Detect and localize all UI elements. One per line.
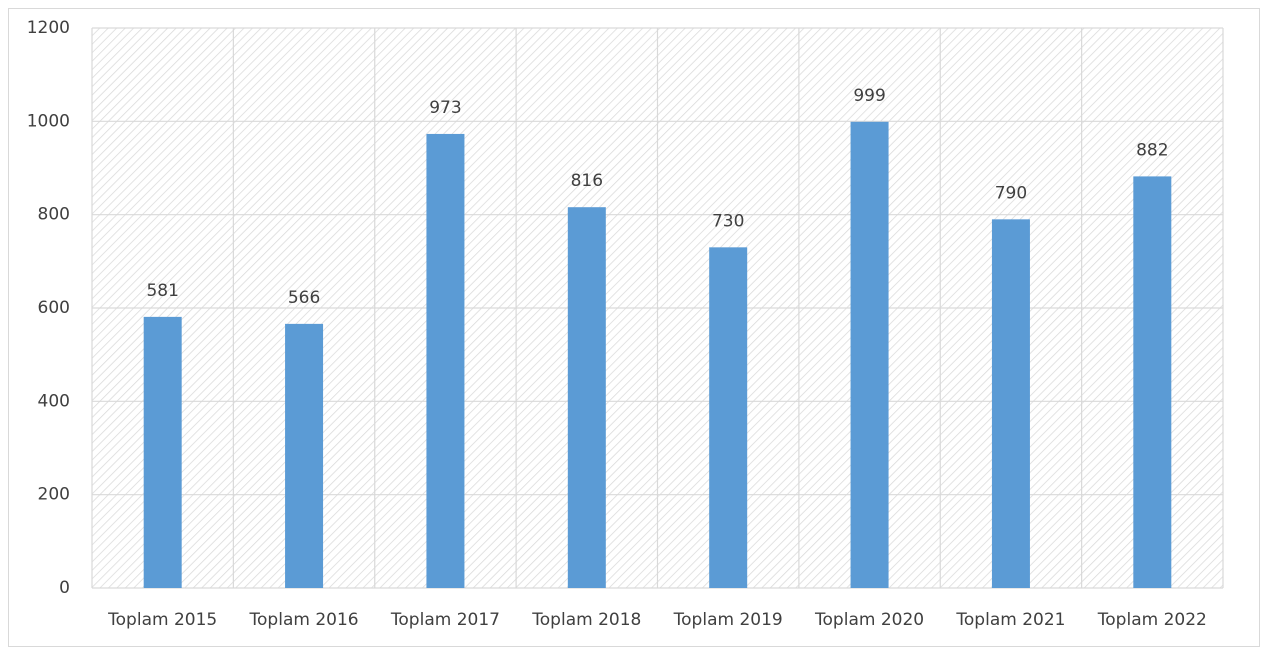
x-tick-label: Toplam 2021 xyxy=(955,610,1065,630)
data-label: 816 xyxy=(571,171,603,191)
bar xyxy=(567,207,606,588)
x-tick-label: Toplam 2018 xyxy=(531,610,641,630)
bar xyxy=(285,323,324,588)
data-label: 973 xyxy=(429,98,461,118)
y-tick-label: 0 xyxy=(59,578,70,598)
bar xyxy=(1133,176,1172,588)
data-label: 730 xyxy=(712,211,744,231)
y-tick-label: 1200 xyxy=(27,18,70,38)
y-tick-label: 1000 xyxy=(27,111,70,131)
bar xyxy=(709,247,748,589)
data-label: 882 xyxy=(1136,140,1168,160)
y-tick-label: 800 xyxy=(38,205,70,225)
y-tick-label: 200 xyxy=(38,485,70,505)
x-tick-label: Toplam 2022 xyxy=(1097,610,1207,630)
bar xyxy=(991,219,1030,589)
bar xyxy=(143,316,182,588)
bar xyxy=(850,121,889,589)
data-label: 581 xyxy=(146,281,178,301)
x-tick-label: Toplam 2017 xyxy=(390,610,500,630)
data-label: 790 xyxy=(995,183,1027,203)
x-tick-label: Toplam 2015 xyxy=(107,610,217,630)
data-label: 566 xyxy=(288,288,320,308)
y-tick-label: 400 xyxy=(38,391,70,411)
bar xyxy=(426,133,465,588)
x-tick-label: Toplam 2020 xyxy=(814,610,924,630)
x-tick-label: Toplam 2019 xyxy=(673,610,783,630)
x-tick-label: Toplam 2016 xyxy=(249,610,359,630)
data-label: 999 xyxy=(853,86,885,106)
y-tick-label: 600 xyxy=(38,298,70,318)
